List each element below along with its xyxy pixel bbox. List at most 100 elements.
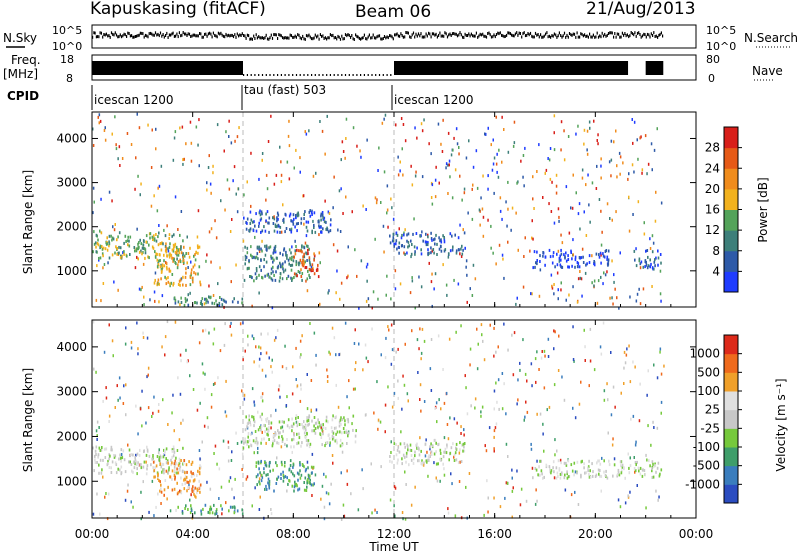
data-point xyxy=(617,468,620,472)
data-point xyxy=(588,384,590,388)
nsky-point xyxy=(655,34,657,38)
nsky-point xyxy=(229,34,231,38)
data-point xyxy=(199,490,201,494)
data-point xyxy=(177,253,180,257)
data-point xyxy=(164,234,167,238)
data-point xyxy=(107,261,109,265)
nsky-point xyxy=(259,36,261,40)
data-point xyxy=(118,231,121,235)
data-point xyxy=(303,420,305,424)
data-point xyxy=(213,452,215,455)
data-point xyxy=(469,363,471,367)
colorbar-swatch xyxy=(724,168,738,190)
data-point xyxy=(608,463,611,467)
data-point xyxy=(613,140,615,144)
nave-point xyxy=(307,74,309,76)
data-point xyxy=(299,258,302,262)
data-point xyxy=(621,465,624,469)
data-point xyxy=(173,429,175,433)
nsky-point xyxy=(220,31,222,35)
data-point xyxy=(572,173,574,177)
data-point xyxy=(306,373,308,376)
data-point xyxy=(189,120,192,124)
data-point xyxy=(117,157,119,161)
data-point xyxy=(430,196,433,199)
data-point xyxy=(307,473,310,477)
data-point xyxy=(95,250,98,254)
data-point xyxy=(455,442,458,446)
data-point xyxy=(99,244,102,248)
data-point xyxy=(339,418,342,422)
data-point xyxy=(114,461,117,465)
colorbar-swatch xyxy=(724,391,738,411)
data-point xyxy=(306,416,308,420)
nsky-point xyxy=(245,36,247,40)
data-point xyxy=(595,473,598,477)
data-point xyxy=(325,491,328,495)
data-point xyxy=(274,278,277,282)
data-point xyxy=(299,476,302,480)
data-point xyxy=(227,440,230,444)
data-point xyxy=(114,115,116,119)
data-point xyxy=(567,258,570,261)
data-point xyxy=(390,297,392,301)
data-point xyxy=(493,429,496,433)
nsky-point xyxy=(431,32,433,36)
data-point xyxy=(144,256,146,260)
data-point xyxy=(495,262,497,266)
data-point xyxy=(105,492,107,495)
nsky-point xyxy=(343,37,345,41)
data-point xyxy=(638,259,640,263)
data-point xyxy=(122,402,125,405)
nsky-point xyxy=(224,35,226,39)
data-point xyxy=(612,437,614,441)
nsky-point xyxy=(646,32,649,36)
nsky-point xyxy=(580,32,582,36)
data-point xyxy=(314,431,317,435)
data-point xyxy=(572,325,574,329)
data-point xyxy=(435,441,437,445)
data-point xyxy=(443,436,446,440)
data-point xyxy=(300,383,302,387)
data-point xyxy=(296,384,299,388)
data-point xyxy=(280,445,283,449)
data-point xyxy=(593,284,595,288)
data-point xyxy=(366,262,369,266)
data-point xyxy=(390,440,392,444)
data-point xyxy=(304,260,306,264)
data-point xyxy=(479,223,481,227)
data-point xyxy=(289,464,292,467)
data-point xyxy=(581,176,584,180)
nsky-point xyxy=(154,31,157,35)
data-point xyxy=(651,168,653,172)
data-point xyxy=(288,479,291,483)
data-point xyxy=(483,513,485,517)
data-point xyxy=(190,470,192,474)
data-point xyxy=(190,509,193,513)
data-point xyxy=(603,459,605,463)
data-point xyxy=(459,223,461,227)
data-point xyxy=(501,253,504,257)
data-point xyxy=(455,458,458,462)
data-point xyxy=(432,248,435,251)
nsky-point xyxy=(104,33,106,37)
data-point xyxy=(411,279,414,283)
data-point xyxy=(291,450,293,454)
data-point xyxy=(406,239,408,243)
data-point xyxy=(547,337,550,341)
data-point xyxy=(660,201,663,205)
data-point xyxy=(266,210,269,214)
data-point xyxy=(163,468,165,471)
colorbar-tick-label: 4 xyxy=(712,264,720,278)
data-point xyxy=(198,341,201,345)
data-point xyxy=(498,407,500,411)
data-point xyxy=(270,426,272,430)
data-point xyxy=(543,475,545,479)
data-point xyxy=(158,458,161,462)
data-point xyxy=(437,443,439,447)
colorbar-tick-label: 16 xyxy=(705,203,720,217)
data-point xyxy=(557,459,560,463)
data-point xyxy=(270,114,272,118)
data-point xyxy=(328,289,330,293)
data-point xyxy=(111,460,114,464)
